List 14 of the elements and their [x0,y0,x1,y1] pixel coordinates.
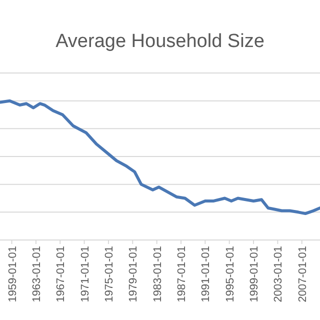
x-tick-label: 1963-01-01 [30,246,43,302]
x-tick-label: 1975-01-01 [103,246,116,302]
x-tick-label: 1987-01-01 [176,246,188,302]
x-tick-label: 1959-01-01 [6,246,19,302]
x-tick-label: 1971-01-01 [79,246,92,302]
x-tick-label: 2007-01-01 [296,246,309,302]
x-tick-label: 1991-01-01 [200,246,212,302]
x-tick-label: 1983-01-01 [152,246,164,302]
chart-title: Average Household Size [56,31,264,52]
x-tick-label: 1979-01-01 [128,246,140,302]
x-tick-label: 2003-01-01 [272,246,285,302]
x-tick-label: 1967-01-01 [55,246,68,302]
x-tick-label: 1995-01-01 [224,246,236,302]
x-tick-label: 1999-01-01 [248,246,261,302]
